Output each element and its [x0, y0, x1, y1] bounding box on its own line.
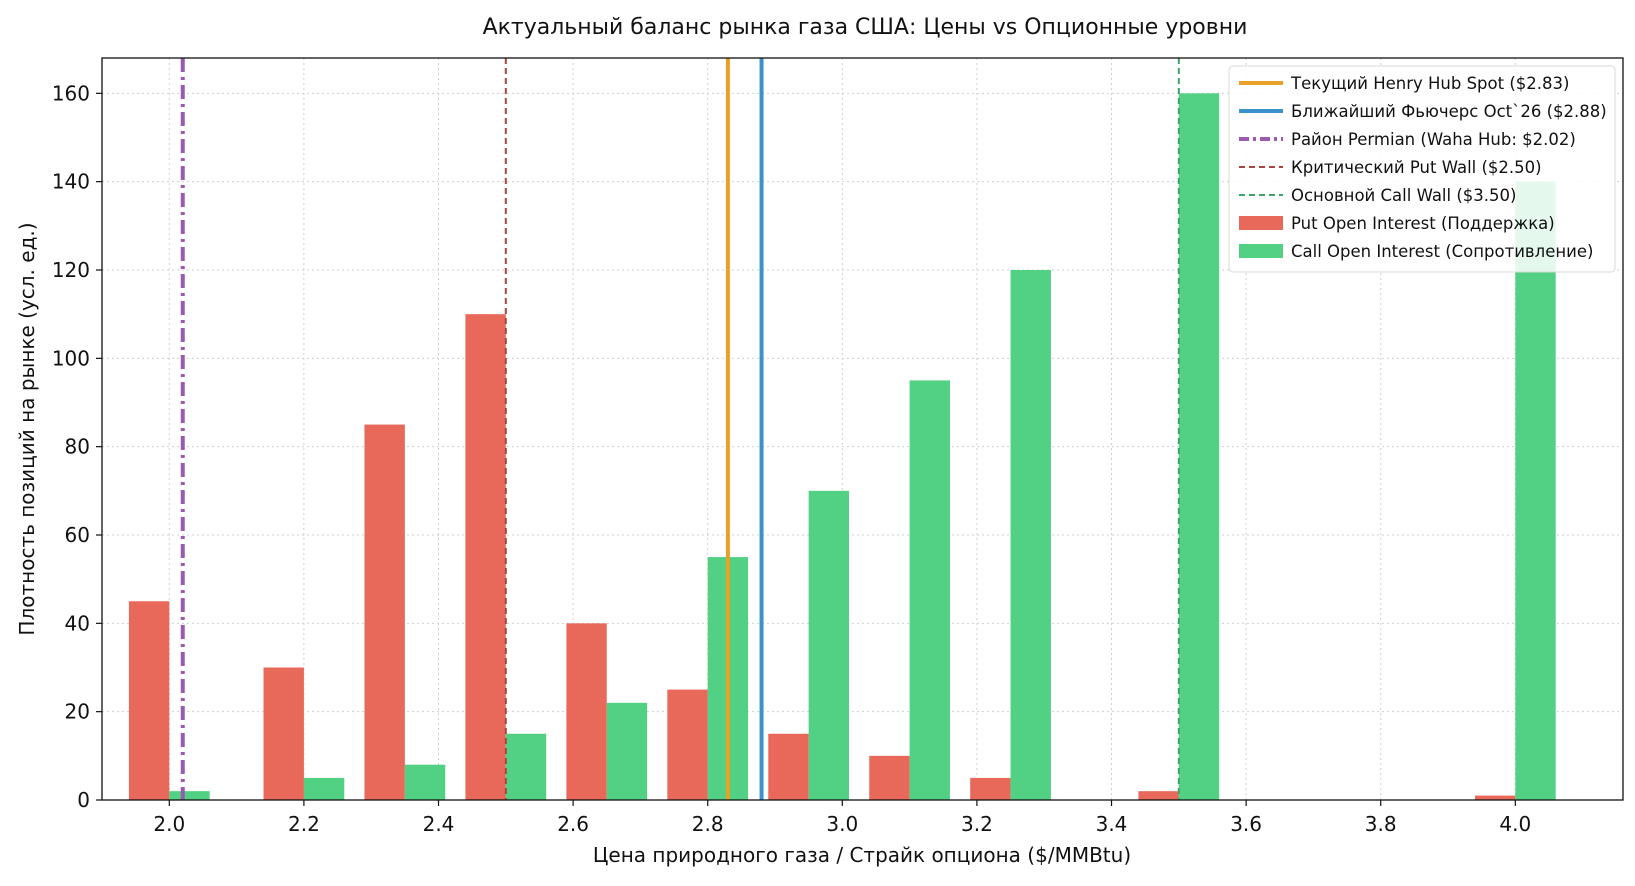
legend-label: Put Open Interest (Поддержка) [1291, 214, 1555, 233]
call-oi-bar [909, 380, 950, 800]
put-oi-bar [566, 623, 607, 800]
legend-label: Ближайший Фьючерс Oct`26 ($2.88) [1291, 102, 1607, 121]
legend-call-swatch [1239, 244, 1283, 258]
call-oi-bar [1178, 93, 1220, 801]
put-oi-bar [768, 733, 809, 800]
call-oi-bar [1515, 181, 1556, 800]
put-oi-bar [128, 601, 170, 800]
legend: Текущий Henry Hub Spot ($2.83) Ближайший … [1228, 65, 1616, 273]
put-oi-bar [1138, 791, 1179, 800]
y-tick-label: 140 [52, 170, 90, 194]
call-oi-bar [606, 702, 648, 800]
y-tick-label: 100 [52, 346, 90, 370]
put-oi-bar [970, 777, 1011, 800]
y-tick-label: 40 [65, 611, 90, 635]
x-axis-label: Цена природного газа / Страйк опциона ($… [593, 843, 1131, 867]
x-tick-label: 4.0 [1499, 812, 1531, 836]
y-tick-label: 20 [65, 700, 90, 724]
y-tick-label: 0 [77, 788, 90, 812]
x-tick-label: 2.0 [153, 812, 185, 836]
x-tick-label: 3.0 [826, 812, 858, 836]
x-ticks: 2.0 2.2 2.4 2.6 2.8 3.0 3.2 3.4 3.6 3.8 4.0 [153, 800, 1531, 836]
legend-label: Критический Put Wall ($2.50) [1291, 158, 1542, 177]
put-oi-bar [869, 755, 910, 800]
chart-title: Актуальный баланс рынка газа США: Цены v… [483, 15, 1248, 40]
y-tick-label: 60 [65, 523, 90, 547]
x-tick-label: 2.6 [557, 812, 589, 836]
call-oi-bar [404, 764, 446, 800]
y-tick-label: 160 [52, 81, 90, 105]
put-oi-bar [667, 689, 708, 800]
x-tick-label: 2.2 [288, 812, 320, 836]
legend-label: Основной Call Wall ($3.50) [1291, 186, 1516, 205]
y-axis-label: Плотность позиций на рынке (усл. ед.) [15, 222, 39, 635]
legend-put-swatch [1239, 216, 1283, 230]
plot-frame [101, 57, 1624, 801]
x-tick-label: 3.6 [1230, 812, 1262, 836]
put-oi-bar [1474, 795, 1516, 800]
y-ticks: 0 20 40 60 80 100 120 140 160 [52, 81, 102, 812]
x-tick-label: 3.2 [961, 812, 993, 836]
legend-box [1228, 65, 1616, 273]
put-oi-bar [364, 424, 405, 800]
legend-label: Район Permian (Waha Hub: $2.02) [1291, 130, 1576, 149]
call-oi-bar [505, 733, 547, 800]
legend-label: Call Open Interest (Сопротивление) [1291, 242, 1593, 261]
call-oi-bar [303, 777, 345, 800]
x-tick-label: 2.4 [423, 812, 455, 836]
x-tick-label: 2.8 [692, 812, 724, 836]
bars-layer [128, 93, 1556, 801]
call-oi-bar [169, 791, 210, 800]
call-oi-bar [1010, 270, 1051, 800]
put-oi-bar [465, 314, 506, 800]
y-tick-label: 120 [52, 258, 90, 282]
reference-lines-layer [180, 58, 1180, 800]
put-oi-bar [263, 667, 304, 800]
legend-label: Текущий Henry Hub Spot ($2.83) [1290, 74, 1569, 93]
call-oi-bar [808, 490, 850, 800]
x-tick-label: 3.4 [1096, 812, 1128, 836]
y-tick-label: 80 [65, 435, 90, 459]
x-tick-label: 3.8 [1365, 812, 1397, 836]
